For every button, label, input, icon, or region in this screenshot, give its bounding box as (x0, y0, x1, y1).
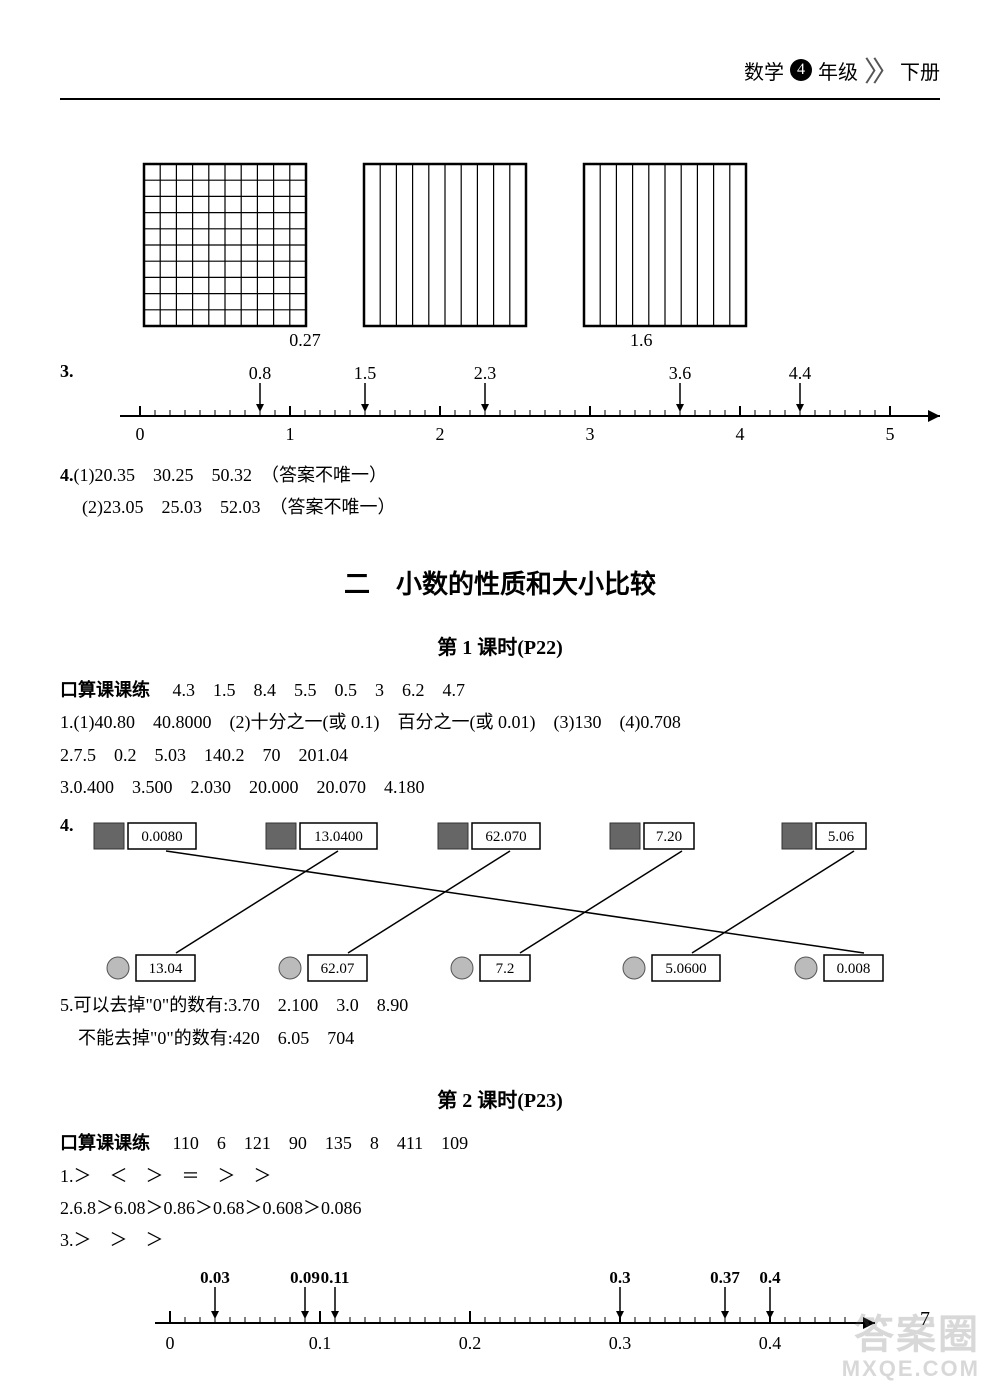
header-grade-suffix: 年级 (818, 56, 858, 85)
svg-text:5: 5 (886, 424, 895, 444)
page: 数学 4 年级 〉〉 下册 0.27 1.6 3. 0 1 2 3 4 5 0.8 1.5 2.… (0, 0, 1000, 1391)
lesson1-mental-label: 口算课课练 (60, 680, 150, 700)
svg-text:3.6: 3.6 (669, 363, 692, 383)
grid-label-3: 1.6 (630, 330, 800, 351)
lesson1-line5b: 不能去掉"0"的数有:420 6.05 704 (60, 1022, 940, 1054)
header-grade-num: 4 (790, 59, 812, 81)
lesson1-line4-label: 4. (60, 809, 74, 841)
svg-text:0.3: 0.3 (609, 1333, 632, 1353)
q3-label: 3. (60, 361, 74, 382)
q3-number-line: 3. 0123450.81.52.33.64.4 (70, 361, 940, 451)
svg-text:4.4: 4.4 (789, 363, 812, 383)
grid-labels: 0.27 1.6 (140, 330, 940, 351)
grid-box-2 (360, 160, 530, 330)
section2-title: 二 小数的性质和大小比较 (60, 564, 940, 601)
grid-box-1 (140, 160, 310, 330)
svg-text:0.37: 0.37 (710, 1268, 740, 1287)
lesson1-line3: 3.0.400 3.500 2.030 20.000 20.070 4.180 (60, 771, 940, 803)
header-volume: 下册 (900, 56, 940, 85)
number-line-2-svg: 0 0.1 0.2 0.3 0.4 0.03 0.090.11 0.3 0.37 0.4 (130, 1263, 950, 1363)
svg-text:0.03: 0.03 (200, 1268, 230, 1287)
lesson2-mental: 110 6 121 90 135 8 411 109 (173, 1133, 469, 1153)
q3-lesson2-number-line: 0 0.1 0.2 0.3 0.4 0.03 0.090.11 0.3 0.37 0.4 (70, 1263, 940, 1363)
svg-text:0.3: 0.3 (609, 1268, 630, 1287)
svg-text:2: 2 (436, 424, 445, 444)
svg-text:5.0600: 5.0600 (665, 961, 706, 977)
grid-box-3 (580, 160, 750, 330)
svg-text:4: 4 (736, 424, 745, 444)
lesson1-mental: 4.3 1.5 8.4 5.5 0.5 3 6.2 4.7 (173, 680, 466, 700)
svg-text:0.0080: 0.0080 (141, 829, 182, 845)
watermark-line2: MXQE.COM (842, 1357, 980, 1381)
svg-text:7.20: 7.20 (656, 829, 682, 845)
svg-text:0.1: 0.1 (309, 1333, 332, 1353)
svg-text:0: 0 (166, 1333, 175, 1353)
q4-line2: (2)23.05 25.03 52.03 （答案不唯一） (82, 491, 940, 523)
grid-boxes-row (140, 160, 940, 330)
svg-text:0.4: 0.4 (759, 1268, 781, 1287)
content: 0.27 1.6 3. 0123450.81.52.33.64.4 4.(1)2… (60, 100, 940, 1363)
svg-text:0.4: 0.4 (759, 1333, 782, 1353)
lesson2-line3: 3.＞ ＞ ＞ (60, 1224, 940, 1256)
lesson1-line5a: 5.可以去掉"0"的数有:3.70 2.100 3.0 8.90 (60, 989, 940, 1021)
svg-text:62.07: 62.07 (321, 961, 355, 977)
svg-text:1: 1 (286, 424, 295, 444)
lesson1-line1: 1.(1)40.80 40.8000 (2)十分之一(或 0.1) 百分之一(或… (60, 706, 940, 738)
svg-text:3: 3 (586, 424, 595, 444)
header-subject: 数学 (744, 56, 784, 85)
q4-label: 4. (60, 465, 74, 485)
q4-block: 4.(1)20.35 30.25 50.32 （答案不唯一） (2)23.05 … (60, 459, 940, 524)
svg-text:7.2: 7.2 (496, 961, 515, 977)
svg-text:13.0400: 13.0400 (314, 829, 363, 845)
header-chevrons: 〉〉 (864, 50, 894, 90)
lesson2-line1: 1.＞ ＜ ＞ ＝ ＞ ＞ (60, 1160, 940, 1192)
lesson1-q4-match: 4. 0.0080 13.0400 62.070 7.20 5.06 13.04 62.07… (60, 809, 940, 989)
svg-text:2.3: 2.3 (474, 363, 497, 383)
page-header: 数学 4 年级 〉〉 下册 (60, 50, 940, 100)
lesson2-body: 口算课课练 110 6 121 90 135 8 411 109 1.＞ ＜ ＞… (60, 1127, 940, 1257)
lesson1-line2: 2.7.5 0.2 5.03 140.2 70 201.04 (60, 739, 940, 771)
lesson2-mental-label: 口算课课练 (60, 1133, 150, 1153)
svg-text:13.04: 13.04 (149, 961, 183, 977)
number-line-1-svg: 0 1 2 3 4 5 0.8 1.5 2.3 3.6 4.4 (90, 361, 970, 451)
svg-text:0.8: 0.8 (249, 363, 272, 383)
svg-text:5.06: 5.06 (828, 829, 855, 845)
svg-text:0: 0 (136, 424, 145, 444)
q4-line1: (1)20.35 30.25 50.32 （答案不唯一） (74, 465, 388, 485)
lesson1-body: 口算课课练 4.3 1.5 8.4 5.5 0.5 3 6.2 4.7 1.(1… (60, 674, 940, 1054)
svg-text:62.070: 62.070 (485, 829, 526, 845)
watermark: 答案圈 MXQE.COM (842, 1313, 980, 1381)
svg-text:0.008: 0.008 (837, 961, 871, 977)
svg-text:0.09: 0.09 (290, 1268, 320, 1287)
watermark-line1: 答案圈 (842, 1313, 980, 1357)
lesson1-title: 第 1 课时(P22) (60, 631, 940, 660)
svg-text:1.5: 1.5 (354, 363, 377, 383)
svg-text:0.2: 0.2 (459, 1333, 482, 1353)
lesson2-title: 第 2 课时(P23) (60, 1084, 940, 1113)
lesson2-line2: 2.6.8＞6.08＞0.86＞0.68＞0.608＞0.086 (60, 1192, 940, 1224)
svg-text:0.11: 0.11 (321, 1268, 350, 1287)
match-svg: 0.0080 13.0400 62.070 7.20 5.06 13.04 62.07 7.2… (80, 809, 940, 989)
grid-label-1: 0.27 (220, 330, 390, 351)
